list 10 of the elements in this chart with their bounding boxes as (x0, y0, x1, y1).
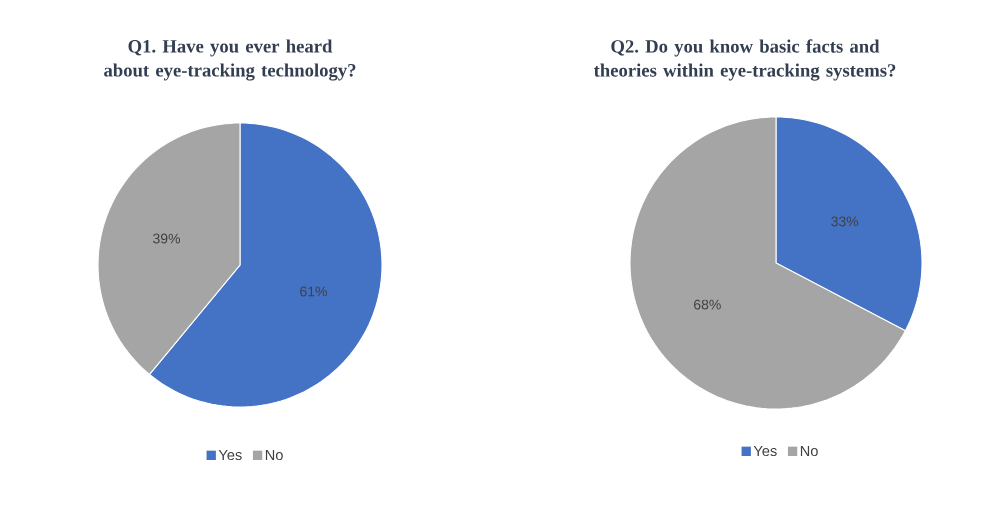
legend-label: No (265, 449, 283, 461)
data-label: 61% (300, 286, 327, 297)
chart-title: Q2. Do you know basic facts and theories within eye-tracking systems? (593, 39, 896, 81)
data-label: 33% (831, 216, 859, 227)
legend-label: Yes (753, 445, 777, 457)
data-label: 39% (153, 233, 181, 244)
legend-label: Yes (218, 449, 242, 461)
data-label: 68% (694, 299, 721, 310)
legend-label: No (800, 445, 818, 457)
chart-title: Q1. Have you ever heard about eye-tracking technology? (104, 39, 356, 81)
